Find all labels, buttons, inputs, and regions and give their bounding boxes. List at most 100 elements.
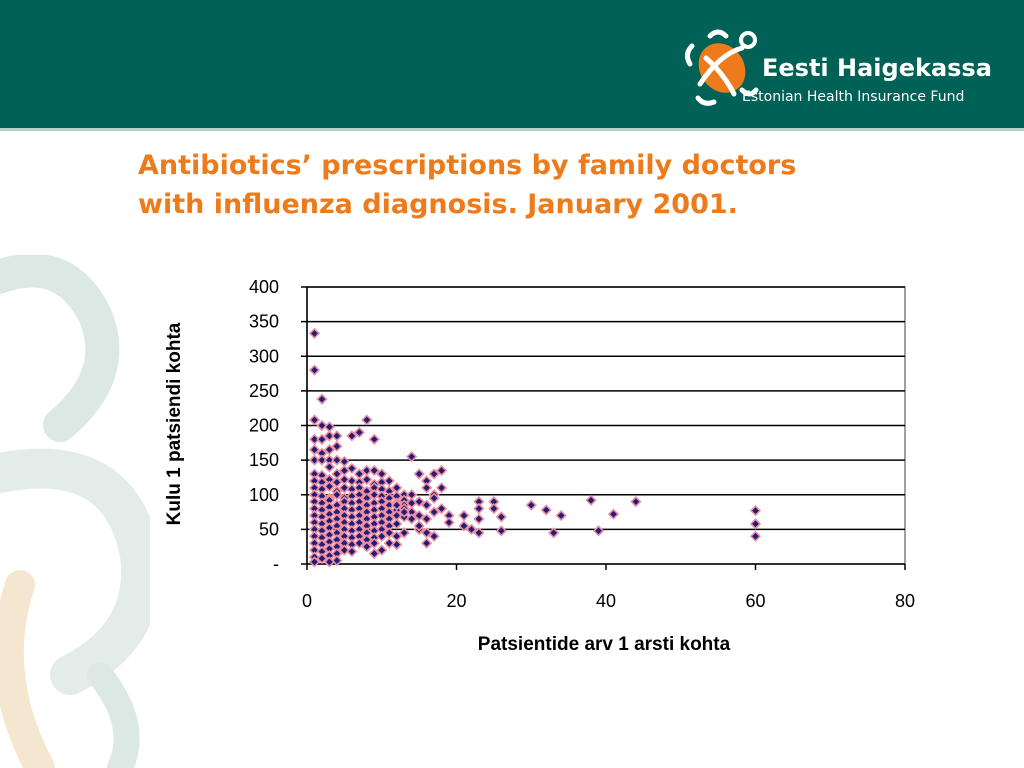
data-point (413, 509, 425, 522)
header-divider (0, 128, 1024, 131)
data-point (435, 502, 448, 515)
data-point (368, 547, 380, 560)
data-point (525, 499, 537, 511)
brand-subtitle: Estonian Health Insurance Fund (742, 89, 965, 105)
data-point (323, 480, 336, 493)
data-point (316, 433, 328, 445)
data-point (323, 444, 336, 456)
data-point (331, 440, 343, 452)
y-tick-label: 200 (249, 416, 279, 436)
data-point (420, 513, 433, 525)
data-point (316, 552, 328, 565)
data-point (473, 502, 485, 515)
data-point (428, 506, 440, 518)
data-point (308, 364, 321, 376)
data-point (406, 451, 418, 463)
data-point (630, 496, 642, 508)
data-point (473, 527, 485, 539)
y-tick-label: 150 (249, 450, 279, 470)
data-point (749, 518, 762, 530)
y-tick-label: 400 (249, 277, 279, 297)
data-point (338, 455, 351, 468)
data-point (555, 509, 567, 522)
data-point (391, 499, 403, 511)
x-tick-label: 0 (302, 591, 312, 611)
data-point (428, 492, 440, 504)
data-point (308, 444, 321, 456)
data-point (323, 421, 336, 433)
data-point (331, 554, 343, 567)
data-point (413, 520, 425, 532)
data-point (428, 530, 440, 542)
data-point (548, 527, 560, 539)
data-point (361, 414, 373, 426)
data-point (353, 537, 365, 549)
turtle-watermark-icon (0, 255, 150, 768)
data-point (383, 537, 395, 549)
slide-title-line-2: with influenza diagnosis. January 2001. (138, 189, 738, 220)
data-point (607, 508, 620, 520)
data-point (323, 430, 336, 442)
data-point (316, 419, 328, 432)
data-point (398, 506, 410, 518)
data-point (368, 464, 380, 477)
x-tick-label: 80 (895, 591, 915, 611)
data-point (323, 556, 336, 568)
axis-layer: - 50 100 150 200 250 300 350 400 0 20 40 60 80 (249, 277, 915, 611)
data-point (473, 513, 485, 525)
data-point (413, 496, 425, 508)
data-point (428, 468, 440, 480)
data-point (346, 462, 358, 475)
slide-title: Antibiotics’ prescriptions by family doc… (138, 146, 958, 224)
data-point (368, 537, 380, 549)
data-point (376, 544, 388, 556)
data-point (398, 527, 410, 539)
data-point (331, 454, 343, 466)
data-point (443, 516, 455, 529)
data-point (495, 525, 507, 537)
data-point (338, 482, 351, 494)
points-layer (308, 327, 762, 568)
data-point (368, 433, 380, 445)
data-point (488, 502, 500, 515)
data-point (383, 475, 395, 487)
data-point (458, 509, 470, 522)
data-point (308, 414, 321, 426)
y-tick-label: 50 (259, 519, 279, 539)
data-point (435, 482, 448, 494)
data-point (749, 505, 762, 517)
y-axis-label: Kulu 1 patsiendi kohta (164, 322, 185, 525)
slide-title-line-1: Antibiotics’ prescriptions by family doc… (138, 150, 797, 181)
y-tick-label: 250 (249, 381, 279, 401)
data-point (376, 530, 388, 542)
x-tick-label: 40 (596, 591, 616, 611)
data-point (465, 523, 478, 536)
data-point (316, 393, 328, 405)
header-bar: Eesti Haigekassa Estonian Health Insuran… (0, 0, 1024, 128)
data-point (331, 430, 343, 442)
data-point (308, 556, 321, 568)
brand-logo: Eesti Haigekassa Estonian Health Insuran… (680, 24, 1000, 108)
y-tick-label: 300 (249, 346, 279, 366)
data-point (308, 327, 321, 340)
data-point (420, 527, 433, 539)
data-point (308, 433, 321, 445)
data-point (585, 494, 597, 506)
data-point (323, 461, 336, 473)
scatter-chart: - 50 100 150 200 250 300 350 400 0 20 40 60 80 Patsie… (164, 277, 915, 655)
data-point (458, 520, 470, 532)
data-point (592, 525, 605, 537)
data-point (346, 430, 358, 442)
x-tick-label: 60 (745, 591, 765, 611)
data-point (420, 482, 433, 494)
data-point (413, 468, 425, 480)
data-point (420, 499, 433, 511)
data-point (338, 544, 351, 556)
data-point (420, 537, 433, 549)
data-point (353, 426, 365, 439)
y-tick-label: 100 (249, 485, 279, 505)
labels-layer: Patsientide arv 1 arsti kohta Kulu 1 pat… (164, 322, 731, 655)
brand-name: Eesti Haigekassa (762, 54, 992, 82)
y-tick-label: - (273, 554, 279, 574)
data-point (361, 473, 373, 486)
